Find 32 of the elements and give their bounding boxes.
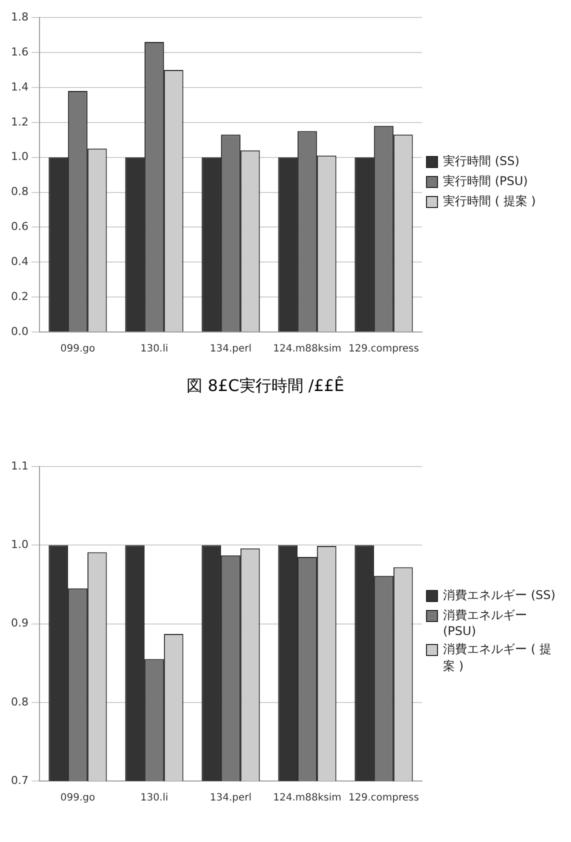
y-tick-label: 0.6 bbox=[10, 220, 28, 234]
x-tick-label: 130.li bbox=[140, 344, 168, 355]
y-tick-label: 1.1 bbox=[10, 459, 28, 472]
x-tick-label: 124.m88ksim bbox=[273, 792, 342, 804]
y-tick-label: 1.2 bbox=[10, 115, 28, 128]
y-tick-label: 0.8 bbox=[10, 695, 28, 708]
y-tick-label: 0.9 bbox=[10, 616, 28, 630]
y-tick-label: 1.0 bbox=[10, 538, 28, 552]
y-tick-label: 0.2 bbox=[10, 290, 28, 303]
caption: 図 8£C実行時間 /££Ê bbox=[186, 376, 346, 397]
y-tick-label: 1.0 bbox=[10, 150, 28, 164]
y-tick-label: 0.0 bbox=[10, 324, 28, 338]
x-tick-label: 124.m88ksim bbox=[273, 344, 342, 355]
legend-label: 消費エネルギー ( 提案 ) bbox=[443, 640, 552, 674]
legend-label: 実行時間 (SS) bbox=[443, 153, 520, 170]
y-tick-label: 0.8 bbox=[10, 185, 28, 198]
x-tick-label: 129.compress bbox=[348, 344, 419, 355]
y-tick-label: 0.7 bbox=[10, 774, 28, 787]
x-tick-label: 134.perl bbox=[210, 792, 252, 804]
x-tick-label: 130.li bbox=[140, 792, 168, 804]
x-tick-label: 099.go bbox=[60, 792, 96, 804]
y-tick-label: 1.8 bbox=[10, 10, 28, 24]
x-tick-label: 129.compress bbox=[348, 792, 419, 804]
x-tick-label: 099.go bbox=[60, 344, 96, 355]
y-tick-label: 1.6 bbox=[10, 45, 28, 58]
legend-label: 消費エネルギー (SS) bbox=[443, 586, 556, 604]
x-tick-label: 134.perl bbox=[210, 344, 252, 355]
legend-label: 実行時間 (PSU) bbox=[443, 173, 528, 190]
y-tick-label: 0.4 bbox=[10, 254, 28, 268]
legend-label: 実行時間 ( 提案 ) bbox=[443, 193, 536, 210]
y-tick-label: 1.4 bbox=[10, 80, 28, 94]
legend-label: 消費エネルギー (PSU) bbox=[443, 606, 528, 638]
